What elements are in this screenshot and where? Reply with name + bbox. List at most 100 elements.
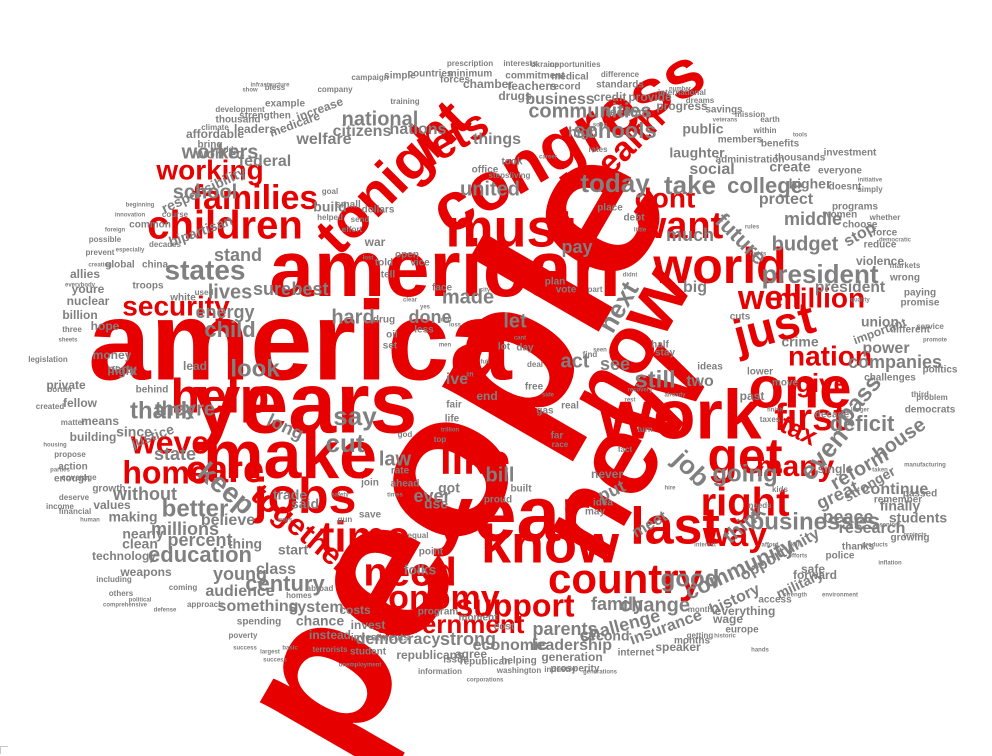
word-third: third xyxy=(911,390,929,399)
word-youre: youre xyxy=(72,282,105,296)
word-rules: rules xyxy=(745,225,760,231)
word-build: build xyxy=(313,199,346,215)
word-strengthen: strengthen xyxy=(239,111,291,122)
word-helped: helped xyxy=(317,213,343,222)
word-ever: ever xyxy=(413,486,450,506)
word-men: men xyxy=(439,343,452,349)
word-social: social xyxy=(689,161,734,178)
word-time: time xyxy=(320,513,410,562)
word-cost: cost xyxy=(494,622,515,633)
word-paying: paying xyxy=(904,288,936,299)
word-skills: skills xyxy=(787,543,803,549)
word-lost: lost xyxy=(363,256,374,262)
word-financial: financial xyxy=(59,507,91,516)
word-finally: finally xyxy=(880,498,921,514)
word-democrats: democrats xyxy=(905,405,956,416)
word-reduce: reduce xyxy=(864,240,897,251)
word-law: law xyxy=(379,448,412,470)
word-world: world xyxy=(652,238,786,294)
word-needs: needs xyxy=(748,501,772,510)
word-security: security xyxy=(122,290,230,321)
word-god: god xyxy=(398,430,413,439)
word-prosperity: prosperity xyxy=(551,664,600,675)
word-especially: especially xyxy=(116,248,145,254)
word-economic: economic xyxy=(473,637,548,654)
word-bring: bring xyxy=(198,140,223,151)
word-common: common xyxy=(129,220,171,231)
word-act: act xyxy=(561,350,590,372)
word-rate: rate xyxy=(391,466,410,477)
word-deficit: deficit xyxy=(830,411,895,436)
word-use: use xyxy=(424,496,448,512)
word-coming: coming xyxy=(169,583,198,592)
word-information: information xyxy=(418,667,462,676)
word-goal: goal xyxy=(322,187,338,196)
word-jobs: jobs xyxy=(253,468,357,524)
word-forward: forward xyxy=(793,568,837,582)
word-office: office xyxy=(472,165,499,176)
word-others: others xyxy=(109,589,134,598)
word-thank: thank xyxy=(130,397,195,424)
word-fact: fact xyxy=(618,445,633,454)
word-including: including xyxy=(96,575,132,584)
word-products: products xyxy=(862,543,888,549)
word-part: part xyxy=(587,285,602,294)
word-child: child xyxy=(204,317,255,342)
word-century: century xyxy=(245,571,325,596)
word-help: help xyxy=(171,371,270,424)
word-challenges: challenges xyxy=(864,373,916,384)
word-pay: pay xyxy=(561,237,592,257)
word-unemployment: unemployment xyxy=(339,663,382,669)
word-dont: dont xyxy=(635,182,696,213)
word-got: got xyxy=(438,480,460,496)
word-united: united xyxy=(460,178,520,200)
word-service: service xyxy=(916,322,944,331)
word-course: course xyxy=(162,210,189,219)
word-three: three xyxy=(62,325,82,334)
word-create: create xyxy=(769,159,810,175)
word-democratic: democratic xyxy=(879,238,912,244)
word-problem: problem xyxy=(916,393,948,402)
word-turn: turn xyxy=(637,425,653,434)
word-chamber: chamber xyxy=(463,77,513,91)
word-difference: difference xyxy=(601,70,640,79)
word-interest: interest xyxy=(694,543,716,549)
word-done: done xyxy=(409,307,452,327)
word-open: open xyxy=(395,250,419,261)
word-taken: taken xyxy=(872,468,888,474)
word-border: border xyxy=(47,385,72,394)
word-change: change xyxy=(620,594,690,616)
word-interests: interests xyxy=(503,59,537,68)
word-look: look xyxy=(230,355,280,382)
word-proud: proud xyxy=(484,495,512,506)
word-created: created xyxy=(36,402,65,411)
word-getting: getting xyxy=(687,631,714,640)
word-debt: debt xyxy=(623,213,645,224)
word-many: many xyxy=(756,450,835,483)
word-real: real xyxy=(561,401,579,412)
word-energy: energy xyxy=(195,302,254,322)
word-matter: matter xyxy=(61,418,85,427)
word-well: well xyxy=(737,279,802,317)
word-still: still xyxy=(634,366,675,393)
word-coverage: coverage xyxy=(61,473,97,482)
word-number: number xyxy=(669,87,692,93)
word-white: white xyxy=(169,293,196,304)
word-strong: strong xyxy=(440,629,496,649)
word-foreign: foreign xyxy=(105,228,126,234)
word-basic: basic xyxy=(282,646,298,652)
word-family: family xyxy=(591,594,643,614)
word-far: far xyxy=(551,431,564,442)
word-cant: cant xyxy=(514,336,526,342)
word-beginning: beginning xyxy=(126,203,155,209)
word-fair: fair xyxy=(446,400,462,411)
word-costs: costs xyxy=(339,603,371,617)
word-one: one xyxy=(748,355,851,420)
word-drug: drug xyxy=(373,315,395,326)
word-human: human xyxy=(80,518,100,524)
word-equal: equal xyxy=(408,531,429,540)
word-whether: whether xyxy=(869,213,901,222)
word-company: company xyxy=(317,85,353,94)
word-something: something xyxy=(218,598,299,615)
word-college: college xyxy=(727,173,803,198)
